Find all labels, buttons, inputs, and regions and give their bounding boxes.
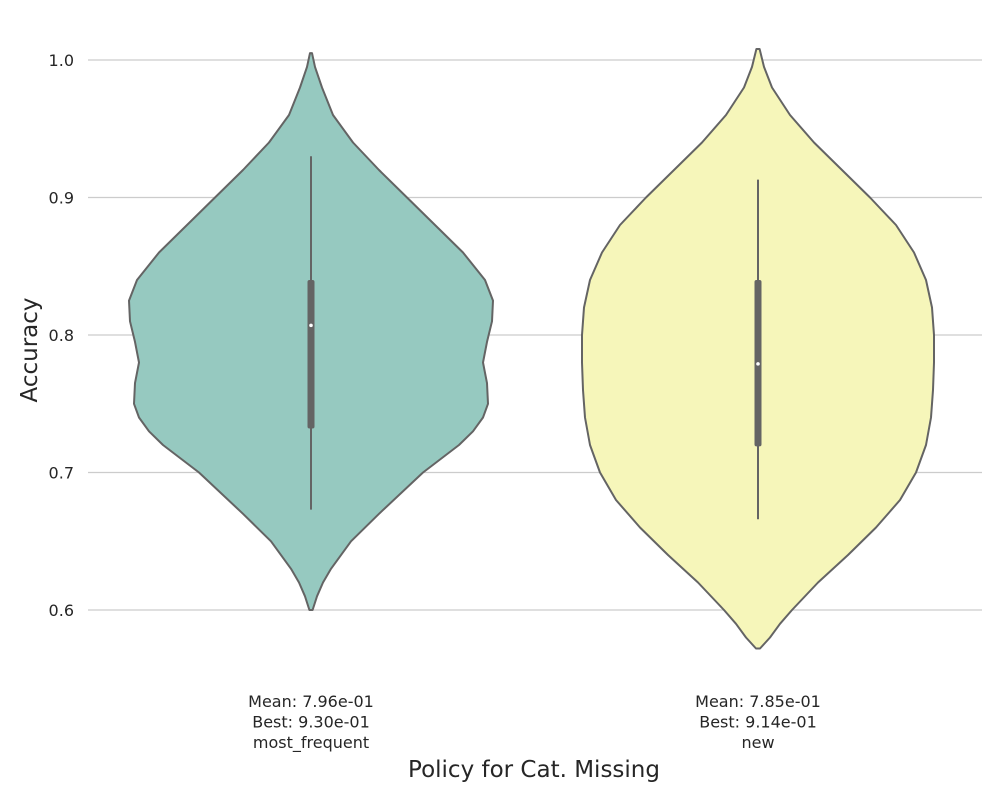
violin-most_frequent [128,52,494,611]
y-tick-label: 0.7 [49,464,74,483]
mean-label: Mean: 7.85e-01 [695,692,821,711]
category-label: new [741,733,774,752]
mean-label: Mean: 7.96e-01 [248,692,374,711]
median-point [309,323,313,328]
category-labels: Mean: 7.96e-01 Best: 9.30e-01most_frequen… [248,692,821,753]
x-axis-title: Policy for Cat. Missing [408,757,660,783]
violin-new [581,48,935,650]
best-label: Best: 9.30e-01 [252,713,370,732]
category-label: most_frequent [253,733,369,753]
y-tick-label: 0.9 [49,189,74,208]
y-tick-label: 1.0 [49,51,74,70]
violins [128,48,935,650]
y-tick-label: 0.8 [49,326,74,345]
iqr-box [307,280,315,429]
best-label: Best: 9.14e-01 [699,713,817,732]
median-point [756,362,760,366]
y-tick-labels: 0.6 0.7 0.8 0.9 1.0 [49,51,74,620]
y-tick-label: 0.6 [49,601,74,620]
y-axis-title: Accuracy [17,297,43,402]
